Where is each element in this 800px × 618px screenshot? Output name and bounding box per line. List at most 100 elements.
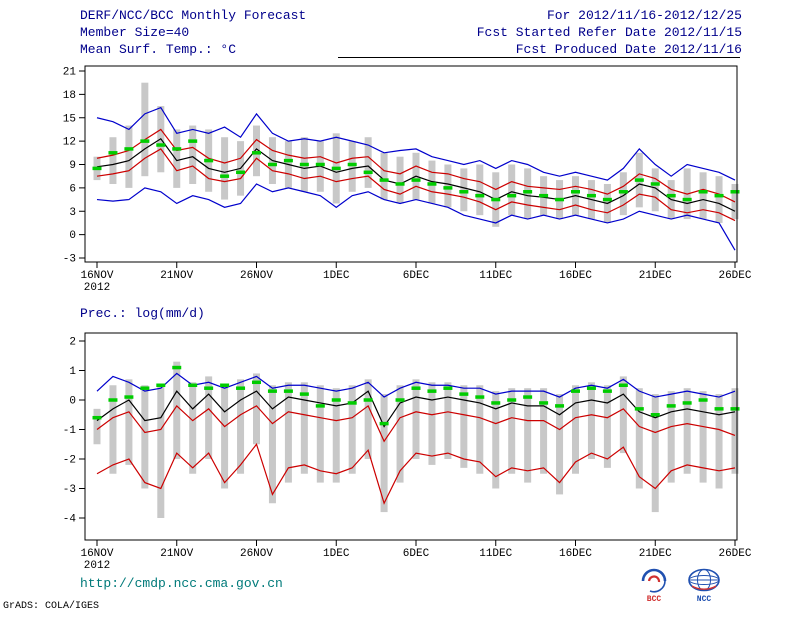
ensemble-spread-bar: [284, 382, 292, 483]
ensemble-spread-bar: [316, 385, 324, 483]
ensemble-spread-bar: [380, 394, 388, 513]
header-row-1: DERF/NCC/BCC Monthly Forecast For 2012/1…: [80, 8, 742, 23]
ensemble-spread-bar: [109, 137, 117, 184]
ensemble-spread-bar: [205, 376, 213, 459]
ensemble-spread-bar: [253, 373, 260, 445]
x-tick-label: 21DEC: [639, 270, 672, 282]
ensemble-spread-bar: [237, 379, 245, 474]
y-tick-label: -3: [63, 254, 76, 266]
ensemble-spread-bar: [428, 382, 436, 465]
ensemble-spread-bar: [651, 394, 659, 513]
series-ensemble-mean: [96, 390, 736, 428]
y-tick-label: 1: [69, 366, 76, 378]
mean-surface-temperature-panel: -3 0 3 6 9 12 15 18 21 16NOV 21NOV 26NOV 1DEC 6DEC 11D…: [63, 65, 752, 294]
ensemble-spread-bar: [540, 388, 548, 474]
ensemble-spread-bar: [667, 180, 675, 220]
ensemble-spread-bar: [253, 125, 260, 177]
ensemble-spread-bar: [125, 379, 133, 465]
ensemble-spread-bar: [157, 385, 165, 518]
ensemble-spread-bar: [221, 385, 229, 489]
ensemble-spread-bar: [587, 382, 595, 459]
ensemble-spread-bar: [205, 129, 213, 192]
y-tick-label: 3: [69, 207, 76, 219]
ensemble-spread-bar: [396, 156, 404, 204]
ensemble-spread-bar: [189, 125, 197, 184]
x-tick-label: 16NOV: [80, 270, 113, 282]
ensemble-spread-bar: [412, 152, 420, 200]
x-tick-label: 21DEC: [639, 548, 672, 560]
ensemble-spread-bar: [699, 391, 707, 483]
x-tick-label: 26NOV: [240, 548, 273, 560]
ensemble-spread-bar: [268, 385, 276, 504]
temp-chart-title: Mean Surf. Temp.: °C: [80, 42, 237, 57]
member-size-label: Member Size=40: [80, 25, 190, 40]
grads-credit: GrADS: COLA/IGES: [3, 601, 100, 612]
ensemble-spread-bar: [556, 180, 564, 220]
ensemble-spread-bar: [412, 379, 420, 459]
year-label: 2012: [84, 560, 110, 572]
y-tick-label: -4: [63, 514, 77, 526]
y-tick-label: 6: [69, 183, 76, 195]
ensemble-spread-bar: [380, 152, 388, 200]
ensemble-spread-bar: [332, 133, 340, 204]
ensemble-spread-bar: [492, 391, 500, 489]
ensemble-spread-bar: [444, 164, 452, 208]
ensemble-spread-bar: [715, 394, 723, 489]
ensemble-spread-bar: [141, 385, 149, 489]
source-url[interactable]: http://cmdp.ncc.cma.gov.cn: [80, 576, 283, 591]
x-tick-label: 11DEC: [479, 548, 512, 560]
ncc-logo-icon: NCC: [688, 568, 720, 604]
x-tick-label: 6DEC: [403, 270, 430, 282]
ensemble-spread-bar: [428, 160, 436, 204]
ensemble-spread-bar: [300, 137, 308, 192]
ensemble-spread-bar: [316, 141, 324, 192]
header-divider: [338, 57, 740, 58]
ensemble-spread-bar: [268, 137, 276, 184]
precip-chart-title: Prec.: log(mm/d): [80, 306, 205, 321]
ensemble-spread-bar: [540, 176, 548, 216]
ensemble-spread-bar: [587, 180, 595, 220]
plot-border: [84, 65, 738, 263]
ensemble-spread-bar: [731, 183, 739, 220]
ensemble-spread-bar: [300, 382, 308, 474]
ensemble-spread-bar: [508, 388, 516, 474]
ensemble-spread-bar: [572, 176, 579, 216]
y-tick-label: 18: [63, 90, 76, 102]
ensemble-spread-bar: [683, 168, 691, 220]
y-tick-label: -3: [63, 484, 76, 496]
ensemble-spread-bar: [93, 408, 101, 445]
x-tick-label: 26NOV: [240, 270, 273, 282]
header-row-2: Member Size=40 Fcst Started Refer Date 2…: [80, 25, 742, 40]
ensemble-spread-bar: [348, 141, 356, 192]
ensemble-spread-bar: [460, 168, 468, 212]
x-tick-label: 1DEC: [323, 270, 350, 282]
ensemble-spread-bar: [635, 388, 643, 489]
ensemble-spread-bar: [619, 172, 627, 216]
forecast-period: For 2012/11/16-2012/12/25: [546, 8, 742, 23]
ensemble-spread-bar: [476, 385, 484, 474]
x-tick-label: 1DEC: [323, 548, 350, 560]
x-tick-label: 6DEC: [403, 548, 430, 560]
ensemble-spread-bar: [237, 141, 245, 196]
produced-date-label: Fcst Produced Date 2012/11/16: [515, 42, 742, 57]
ensemble-spread-bar: [93, 156, 101, 181]
series-ensemble-min: [96, 183, 736, 251]
y-tick-label: 12: [63, 137, 76, 149]
x-tick-label: 26DEC: [718, 270, 751, 282]
ensemble-spread-bar: [603, 183, 611, 223]
y-tick-label: 15: [63, 113, 76, 125]
series-ensemble-max: [96, 106, 736, 181]
ensemble-spread-bar: [572, 385, 579, 474]
ensemble-spread-bar: [731, 388, 739, 474]
header-row-3: Mean Surf. Temp.: °C Fcst Produced Date …: [80, 42, 742, 57]
ensemble-spread-bar: [508, 164, 516, 216]
bcc-logo-icon: BCC: [641, 568, 667, 604]
y-tick-label: 0: [69, 230, 76, 242]
y-tick-label: 0: [69, 396, 76, 408]
ensemble-spread-bar: [492, 172, 500, 227]
year-label: 2012: [84, 282, 110, 294]
ensemble-spread-bar: [125, 125, 133, 188]
ensemble-spread-bar: [524, 168, 532, 220]
ensemble-spread-bar: [109, 385, 117, 474]
